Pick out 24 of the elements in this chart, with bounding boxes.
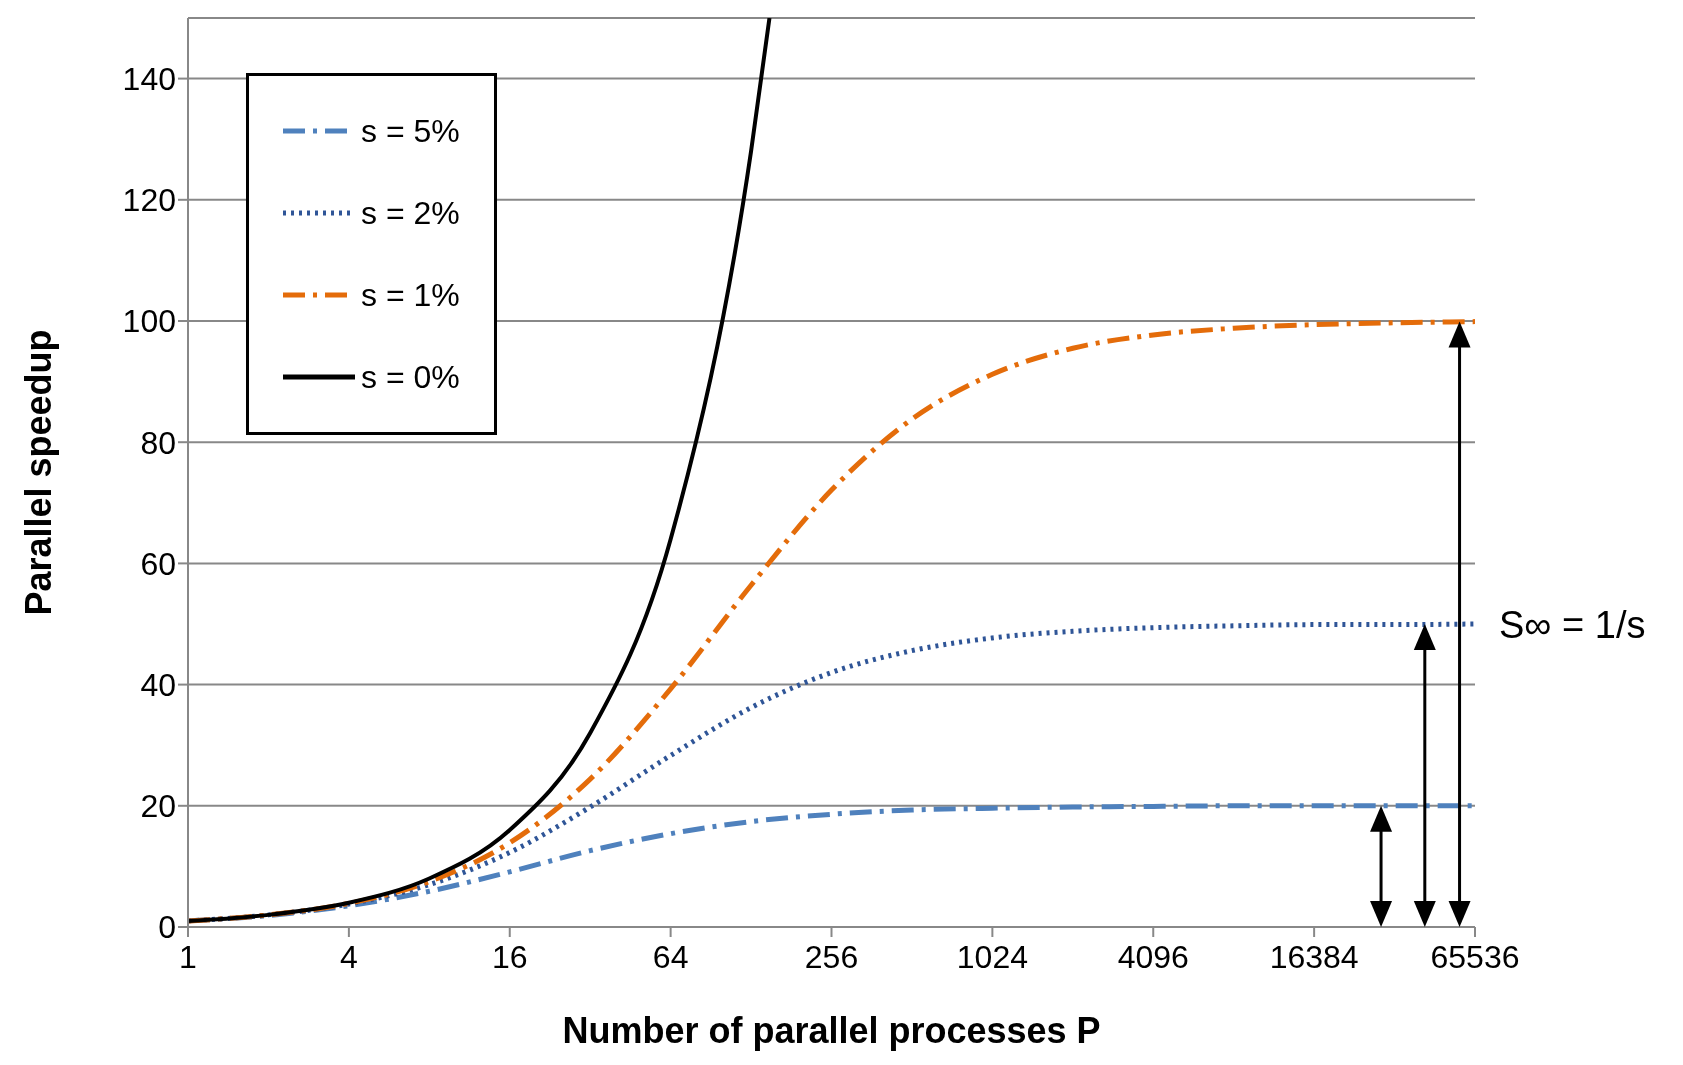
y-axis-title: Parallel speedup xyxy=(17,329,59,616)
x-tick-label: 4 xyxy=(339,938,358,975)
legend-label: s = 2% xyxy=(361,194,460,232)
text: S∞ = 1/s xyxy=(1499,604,1646,646)
y-tick-label: 60 xyxy=(140,545,176,582)
x-axis-title: Number of parallel processes P xyxy=(562,1010,1101,1051)
x-tick-label: 64 xyxy=(652,938,689,975)
y-tick-label: 140 xyxy=(122,60,176,97)
y-tick-label: 40 xyxy=(140,666,176,703)
y-tick-label: 0 xyxy=(158,909,176,946)
x-tick-label: 1024 xyxy=(956,938,1028,975)
x-tick-label: 16 xyxy=(491,938,528,975)
legend-label: s = 1% xyxy=(361,276,460,314)
x-tick-label: 256 xyxy=(804,938,859,975)
y-tick-label: 100 xyxy=(122,303,176,340)
x-tick-label: 65536 xyxy=(1430,938,1520,975)
legend-label: s = 5% xyxy=(361,112,460,150)
y-tick-label: 20 xyxy=(140,788,176,825)
y-tick-label: 120 xyxy=(122,182,176,219)
x-tick-label: 1 xyxy=(179,938,197,975)
x-tick-label: 4096 xyxy=(1117,938,1189,975)
legend-label: s = 0% xyxy=(361,358,460,396)
y-tick-label: 80 xyxy=(140,424,176,461)
x-tick-label: 16384 xyxy=(1269,938,1359,975)
